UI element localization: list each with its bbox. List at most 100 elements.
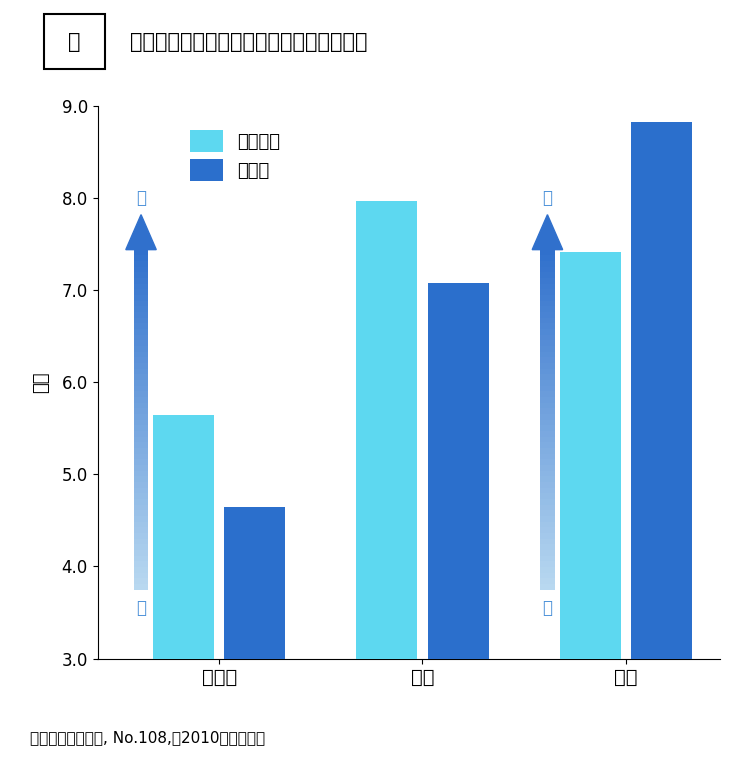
- Bar: [540, 481, 554, 488]
- Bar: [134, 408, 148, 414]
- Bar: [134, 516, 148, 522]
- Bar: [540, 550, 554, 556]
- Bar: [134, 357, 148, 363]
- Bar: [540, 431, 554, 437]
- Bar: [540, 499, 554, 505]
- Bar: [134, 323, 148, 329]
- Text: 図: 図: [68, 32, 81, 51]
- Bar: [134, 425, 148, 431]
- Bar: [134, 550, 148, 556]
- Bar: [134, 465, 148, 471]
- Bar: [134, 289, 148, 295]
- Bar: [540, 476, 554, 482]
- Bar: [134, 295, 148, 301]
- Bar: [540, 340, 554, 346]
- Bar: [134, 493, 148, 499]
- Bar: [540, 584, 554, 590]
- Bar: [540, 510, 554, 516]
- Bar: [540, 369, 554, 374]
- Bar: [540, 504, 554, 510]
- Bar: [540, 357, 554, 363]
- Bar: [134, 385, 148, 391]
- Bar: [540, 323, 554, 329]
- Bar: [134, 538, 148, 544]
- Bar: [540, 544, 554, 550]
- Bar: [540, 453, 554, 459]
- Bar: [134, 584, 148, 590]
- Bar: [540, 533, 554, 538]
- Bar: [540, 470, 554, 476]
- Bar: [134, 255, 148, 261]
- Text: 悪: 悪: [136, 189, 146, 207]
- Polygon shape: [126, 215, 156, 250]
- Bar: [134, 437, 148, 442]
- Bar: [134, 544, 148, 550]
- Bar: [134, 499, 148, 505]
- Bar: [134, 481, 148, 488]
- Bar: [540, 561, 554, 567]
- Text: 良: 良: [136, 599, 146, 617]
- Bar: [134, 317, 148, 323]
- Bar: [560, 251, 620, 757]
- Bar: [134, 459, 148, 465]
- Text: 良: 良: [542, 189, 553, 207]
- Bar: [134, 504, 148, 510]
- Bar: [134, 346, 148, 351]
- Bar: [134, 403, 148, 408]
- Bar: [540, 425, 554, 431]
- Bar: [134, 561, 148, 567]
- Bar: [134, 391, 148, 397]
- Bar: [134, 266, 148, 273]
- Bar: [134, 278, 148, 284]
- Bar: [427, 283, 488, 757]
- Bar: [134, 527, 148, 533]
- Bar: [134, 522, 148, 527]
- Bar: [540, 289, 554, 295]
- Bar: [134, 431, 148, 437]
- Bar: [540, 403, 554, 408]
- Bar: [134, 301, 148, 307]
- Bar: [134, 329, 148, 335]
- Bar: [134, 533, 148, 538]
- Bar: [134, 567, 148, 572]
- Bar: [134, 488, 148, 494]
- Bar: [540, 572, 554, 578]
- Y-axis label: 得点: 得点: [32, 372, 50, 393]
- Bar: [540, 493, 554, 499]
- Bar: [540, 397, 554, 403]
- Bar: [540, 250, 554, 255]
- Bar: [540, 346, 554, 351]
- Bar: [540, 374, 554, 380]
- Bar: [540, 437, 554, 442]
- Bar: [540, 284, 554, 289]
- Bar: [540, 317, 554, 323]
- Bar: [540, 414, 554, 419]
- Bar: [540, 442, 554, 448]
- Bar: [540, 278, 554, 284]
- Bar: [134, 453, 148, 459]
- Bar: [134, 380, 148, 385]
- Bar: [134, 312, 148, 318]
- Bar: [134, 261, 148, 266]
- Bar: [134, 556, 148, 561]
- Bar: [540, 522, 554, 527]
- Bar: [44, 14, 105, 69]
- Bar: [540, 578, 554, 584]
- Text: 悪: 悪: [542, 599, 553, 617]
- Bar: [540, 516, 554, 522]
- Bar: [540, 538, 554, 544]
- Bar: [540, 527, 554, 533]
- Bar: [540, 408, 554, 414]
- Bar: [540, 329, 554, 335]
- Bar: [134, 510, 148, 516]
- Bar: [540, 556, 554, 561]
- Text: 永松ら：体力研究, No.108,（2010）より作図: 永松ら：体力研究, No.108,（2010）より作図: [30, 731, 266, 746]
- Bar: [540, 567, 554, 572]
- Bar: [540, 391, 554, 397]
- Bar: [540, 363, 554, 369]
- Bar: [540, 380, 554, 385]
- Bar: [134, 369, 148, 374]
- Bar: [134, 307, 148, 312]
- Bar: [540, 448, 554, 453]
- Bar: [540, 335, 554, 341]
